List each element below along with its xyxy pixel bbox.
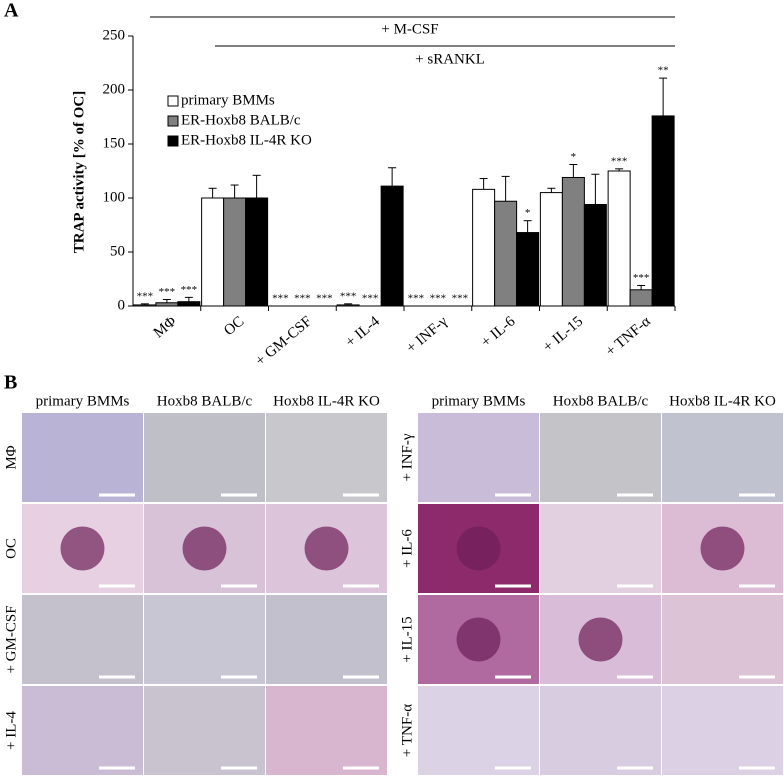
- micrograph: [540, 504, 661, 593]
- significance: ***: [611, 155, 628, 167]
- cell-cluster: [60, 526, 105, 571]
- legend-label: primary BMMs: [181, 92, 275, 108]
- bar: [223, 197, 247, 307]
- cell-cluster: [456, 526, 501, 571]
- y-tick-label: 250: [103, 27, 126, 43]
- x-tick-label: + TNF-α: [603, 313, 654, 359]
- legend-label: ER-Hoxb8 IL-4R KO: [181, 132, 312, 148]
- legend-swatch: [167, 115, 179, 127]
- bar: [155, 302, 179, 307]
- micrograph: [418, 686, 539, 775]
- x-tick-label: MΦ: [151, 313, 180, 341]
- significance: *: [525, 207, 531, 219]
- x-tick-label: + IL-6: [478, 313, 518, 351]
- micrograph: [266, 413, 387, 502]
- micrograph: [22, 595, 143, 684]
- micrograph: [266, 686, 387, 775]
- significance: ***: [159, 286, 176, 298]
- row-label: + IL-6: [399, 529, 415, 568]
- micrograph: [266, 595, 387, 684]
- bar: [583, 203, 607, 307]
- column-header: Hoxb8 BALB/c: [553, 393, 649, 409]
- bar: [651, 115, 675, 307]
- bar: [177, 301, 201, 307]
- micrograph: [22, 413, 143, 502]
- row-label: MΦ: [3, 445, 19, 469]
- micrograph: [144, 413, 265, 502]
- x-tick-label: + GM-CSF: [253, 313, 315, 369]
- micrograph: [22, 686, 143, 775]
- micrograph: [662, 686, 783, 775]
- row-label: + IL-4: [3, 711, 19, 750]
- significance: ***: [272, 293, 289, 305]
- row-label: + INF-γ: [399, 433, 415, 481]
- significance: ***: [294, 293, 311, 305]
- panel-label: B: [4, 372, 17, 394]
- row-label: + GM-CSF: [3, 605, 19, 673]
- micrograph: [144, 595, 265, 684]
- y-tick-label: 50: [110, 243, 125, 259]
- row-label: OC: [3, 538, 19, 559]
- micrograph: [144, 686, 265, 775]
- legend-swatch: [167, 135, 179, 147]
- cell-cluster: [182, 526, 227, 571]
- bar: [629, 289, 653, 307]
- column-header: Hoxb8 BALB/c: [157, 393, 253, 409]
- cell-cluster: [456, 617, 501, 662]
- column-header: primary BMMs: [36, 393, 130, 409]
- panel-label: A: [4, 0, 19, 22]
- y-tick-label: 100: [103, 189, 126, 205]
- bar: [201, 197, 225, 307]
- bar: [516, 232, 540, 307]
- significance: **: [658, 65, 669, 77]
- cell-cluster: [304, 526, 349, 571]
- micrograph: [540, 413, 661, 502]
- row-label: + TNF-α: [399, 704, 415, 757]
- bar: [472, 188, 496, 307]
- significance: ***: [137, 290, 154, 302]
- column-header: primary BMMs: [432, 393, 526, 409]
- micrograph: [662, 595, 783, 684]
- column-header: Hoxb8 IL-4R KO: [669, 393, 776, 409]
- y-axis-label: TRAP activity [% of OC]: [71, 91, 87, 253]
- bar: [380, 185, 404, 307]
- legend-swatch: [167, 95, 179, 107]
- bar: [336, 304, 360, 307]
- bar: [607, 170, 631, 307]
- cell-cluster: [700, 526, 745, 571]
- micrograph: [418, 413, 539, 502]
- annotation: + sRANKL: [415, 51, 485, 67]
- bar: [245, 197, 269, 307]
- x-tick-label: + INF-γ: [404, 313, 451, 356]
- column-header: Hoxb8 IL-4R KO: [273, 393, 380, 409]
- x-tick-label: OC: [221, 313, 247, 339]
- bar: [561, 176, 585, 307]
- cell-cluster: [578, 617, 623, 662]
- bar: [494, 200, 518, 307]
- significance: ***: [362, 293, 379, 305]
- significance: ***: [408, 293, 425, 305]
- micrograph: [662, 413, 783, 502]
- significance: ***: [340, 290, 357, 302]
- y-tick-label: 150: [103, 135, 126, 151]
- y-tick-label: 200: [103, 81, 126, 97]
- significance: ***: [181, 284, 198, 296]
- significance: ***: [452, 293, 469, 305]
- significance: ***: [430, 293, 447, 305]
- micrograph: [540, 686, 661, 775]
- legend-label: ER-Hoxb8 BALB/c: [181, 112, 301, 128]
- significance: ***: [633, 272, 650, 284]
- x-tick-label: + IL-4: [343, 313, 383, 351]
- significance: ***: [316, 293, 333, 305]
- row-label: + IL-15: [399, 616, 415, 662]
- bar: [539, 192, 563, 307]
- y-tick-label: 0: [118, 297, 126, 313]
- significance: *: [571, 151, 577, 163]
- bar: [133, 304, 157, 307]
- x-tick-label: + IL-15: [540, 313, 586, 355]
- annotation: + M-CSF: [381, 21, 438, 37]
